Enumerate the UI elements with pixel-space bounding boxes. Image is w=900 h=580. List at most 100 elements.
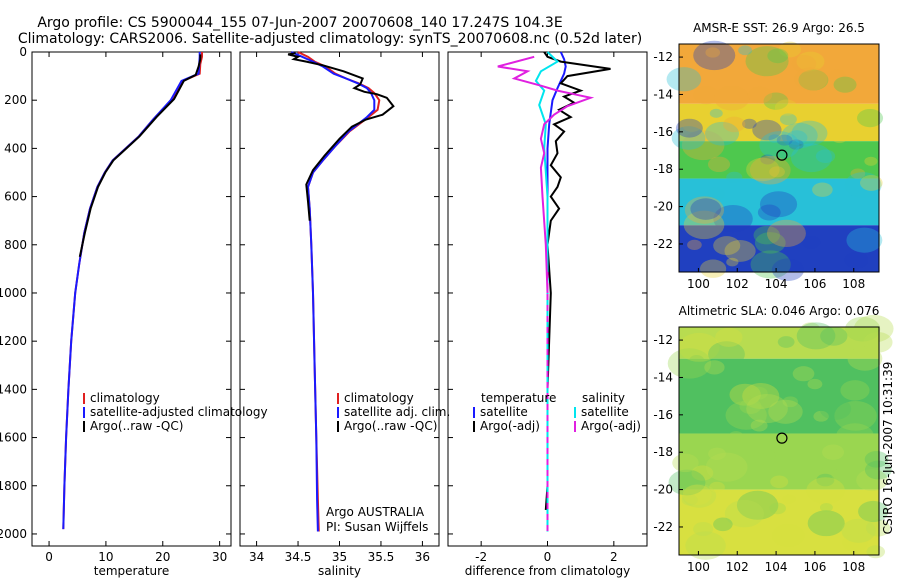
sla_map-texture [831,468,853,483]
sst_map-texture [833,76,857,93]
diff-legend-temperature-heading: temperature [481,391,556,405]
sst_map-texture [713,85,750,111]
side-timestamp-label: CSIRO 16-Jun-2007 10:31:39 [881,362,895,535]
sst_map-texture [828,69,846,82]
sst_map-texture [687,239,702,251]
sst_map-texture [844,251,869,269]
sst_map-texture [793,67,828,91]
sla_map-texture [803,414,819,425]
salinity-annotation-line1: Argo AUSTRALIA [326,505,425,519]
temperature-ytick-label: 2000 [0,527,27,541]
sst_map-texture [760,154,775,165]
temperature-ytick-label: 200 [4,93,27,107]
sla_map-texture [746,393,788,424]
sst_map-texture [759,131,800,160]
sla_map-texture [691,465,714,481]
sla_map-texture [865,519,891,537]
sla_map-texture [782,494,796,504]
sst_map-texture [768,134,781,143]
sla_map-texture [841,518,876,543]
temperature-xlabel: temperature [94,564,169,578]
sst_map-texture [815,149,836,163]
sla_map-texture [715,327,743,347]
sla_map-texture [847,346,883,371]
sla_map-texture [742,383,780,410]
sla_map-texture [817,506,835,519]
sla_map-texture [678,332,720,362]
sla_map-xtick-label: 102 [726,560,749,574]
diff-legend-temp-argo: Argo(-adj) [480,419,540,433]
sla_map-texture [672,453,699,473]
sst_map-texture [859,174,883,191]
temperature-ytick-label: 600 [4,190,27,204]
sla_map-xtick-label: 108 [842,560,865,574]
sla_map-texture [819,502,833,512]
sst_map-texture [791,120,828,146]
sal-legend-climatology: climatology [344,391,414,405]
sst_map-texture [675,118,703,138]
sst_map-texture [790,143,832,173]
sla_map-texture [777,336,795,348]
sla_map-title: Altimetric SLA: 0.046 Argo: 0.076 [679,304,880,318]
sst_map-band [679,178,879,226]
sst_map-texture [754,232,786,254]
sla_map-texture [765,457,796,479]
sla_map-ytick-label: -20 [653,483,673,497]
sla_map-texture [682,484,712,506]
sla_map-texture [689,355,705,366]
sla_map-texture [681,483,717,508]
sst_map-texture [776,134,793,146]
temperature-xtick-label: 20 [155,550,170,564]
sla_map-texture [685,531,726,560]
sst_map-texture [759,191,798,218]
sst_map-texture [812,182,833,197]
sst_map-xtick-label: 104 [765,277,788,291]
sla_map-texture [750,419,768,432]
sst_map-texture [723,116,746,133]
sla_map-texture [704,360,725,375]
sla_map-texture [709,481,725,493]
sla_map-texture [853,314,894,343]
sst_map-texture [681,130,725,161]
difference-xlabel: difference from climatology [465,564,631,578]
sla_map-band [679,489,879,555]
sst_map-texture [742,118,757,129]
sla_map-band [679,358,879,434]
sst_map-texture [788,139,804,150]
sla_map-texture [728,431,744,442]
diff-legend-sal-satellite: satellite [581,405,629,419]
temperature-ytick-label: 1200 [0,334,27,348]
sla_map-texture [807,510,845,537]
sla_map-texture [752,452,768,464]
sla_map-band [679,327,879,359]
sla_map-xtick-label: 100 [687,560,710,574]
sla_map-xtick-label: 104 [765,560,788,574]
sal-legend-argo: Argo(..raw -QC) [344,419,437,433]
sst_map-band [679,44,879,104]
sst_map-texture [763,92,789,110]
sst_map-ytick-label: -20 [653,200,673,214]
plots-group: 0 10 20 30020040060080010001200140016001800… [0,21,894,578]
sst_map-texture [774,99,798,116]
sla_map-texture [806,477,845,505]
difference-series-salinity-satellite [534,51,560,532]
sst_map-texture [707,156,731,173]
temperature-ytick-label: 0 [19,45,27,59]
diff-legend-salinity-heading: salinity [582,391,625,405]
sst_map-texture [724,240,756,262]
sst_map-texture [726,257,739,267]
temp-legend-satellite: satellite-adjusted climatology [90,405,268,419]
sla_map-texture [736,490,779,520]
sla_map-ytick-label: -16 [653,408,673,422]
figure-title-line1: Argo profile: CS 5900044_155 07-Jun-2007… [37,15,562,31]
sla_map-field [667,314,894,560]
difference-xtick-label: 0 [544,550,552,564]
sst_map-texture [791,54,817,73]
temperature-xtick-label: 10 [98,550,113,564]
sst_map-texture [684,196,725,224]
sla_map-ytick-label: -12 [653,333,673,347]
sla_map-texture [768,399,803,424]
sla_map-texture [864,450,889,468]
sst_map-field [666,40,884,282]
sst_map-texture [844,172,882,199]
